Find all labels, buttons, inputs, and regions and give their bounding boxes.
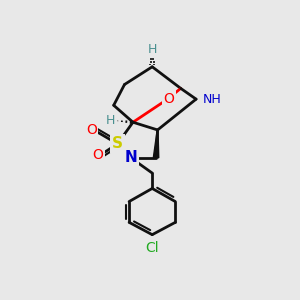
- Text: H: H: [106, 114, 115, 127]
- Text: N: N: [124, 150, 137, 165]
- Text: O: O: [164, 92, 175, 106]
- Polygon shape: [153, 130, 159, 158]
- Text: S: S: [112, 136, 123, 151]
- Text: O: O: [86, 123, 97, 137]
- Text: NH: NH: [202, 93, 221, 106]
- Text: Cl: Cl: [146, 241, 159, 255]
- Text: H: H: [148, 44, 157, 56]
- Text: O: O: [92, 148, 103, 162]
